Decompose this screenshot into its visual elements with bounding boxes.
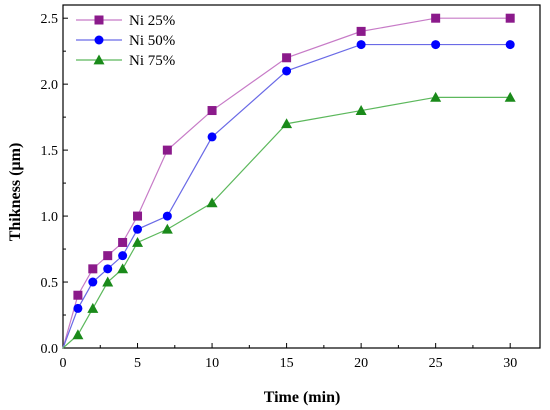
series-line-2	[62, 43, 511, 349]
data-point	[505, 40, 515, 50]
data-point	[118, 237, 128, 247]
data-point	[161, 223, 173, 234]
data-point	[504, 91, 516, 102]
series-line-3	[62, 96, 511, 349]
x-tick-label: 5	[134, 356, 141, 371]
plot-frame	[62, 4, 541, 349]
legend-label: Ni 25%	[129, 13, 175, 29]
data-point	[431, 40, 441, 50]
data-point	[88, 277, 98, 287]
data-point	[88, 264, 98, 274]
data-point	[72, 329, 84, 340]
legend-marker	[93, 54, 105, 65]
data-point	[102, 276, 114, 287]
data-point	[118, 251, 128, 261]
data-point	[117, 263, 129, 274]
data-point	[282, 66, 292, 76]
legend-marker	[94, 15, 104, 25]
data-point	[133, 211, 143, 221]
data-point	[207, 106, 217, 116]
data-point	[355, 105, 367, 115]
x-axis-title: Time (min)	[264, 389, 341, 406]
data-point	[430, 91, 442, 102]
legend-label: Ni 75%	[129, 53, 175, 69]
x-tick-label: 20	[354, 356, 368, 371]
x-tick-label: 25	[429, 356, 443, 371]
data-point	[281, 118, 293, 129]
data-point	[162, 211, 172, 221]
y-tick-label: 0.5	[41, 276, 59, 291]
data-point	[282, 53, 292, 63]
y-axis-title: Thikness (µm)	[7, 143, 24, 242]
data-point	[206, 197, 218, 208]
data-point	[207, 132, 217, 142]
data-point	[133, 224, 143, 234]
data-point	[103, 251, 113, 261]
x-tick-label: 10	[205, 356, 219, 371]
y-tick-label: 1.5	[41, 144, 59, 159]
data-point	[356, 40, 366, 50]
data-point	[73, 290, 83, 300]
y-tick-label: 2.5	[41, 12, 59, 27]
data-point	[87, 302, 99, 313]
data-point	[103, 264, 113, 274]
x-tick-label: 30	[503, 356, 517, 371]
x-tick-label: 15	[280, 356, 294, 371]
data-point	[73, 303, 83, 313]
legend-marker	[94, 35, 104, 45]
legend-label: Ni 50%	[129, 33, 175, 49]
y-tick-label: 2.0	[41, 78, 59, 93]
x-tick-label: 0	[60, 356, 67, 371]
y-tick-label: 1.0	[41, 210, 59, 225]
data-point	[162, 145, 172, 155]
data-point	[431, 13, 441, 23]
data-point	[356, 26, 366, 36]
y-tick-label: 0.0	[41, 342, 59, 357]
data-point	[505, 13, 515, 23]
data-point	[132, 236, 144, 247]
